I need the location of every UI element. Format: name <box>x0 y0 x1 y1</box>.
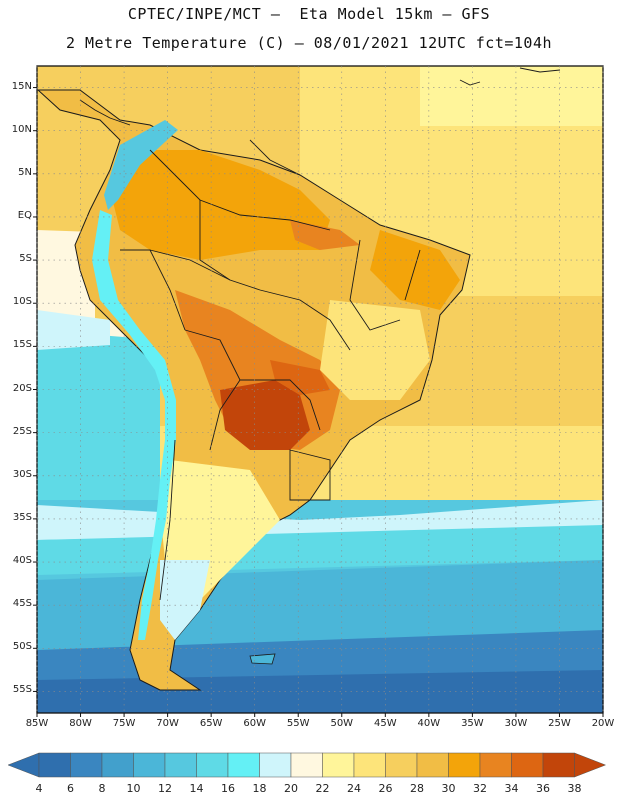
colorbar-swatch <box>290 752 323 778</box>
lat-label: 35S <box>12 511 32 523</box>
lon-label: 55W <box>286 718 310 729</box>
colorbar-swatch <box>416 752 449 778</box>
colorbar-swatch <box>259 752 292 778</box>
colorbar-arrow-right <box>574 752 607 778</box>
colorbar-swatch <box>70 752 103 778</box>
lat-label: 5N <box>18 166 32 178</box>
colorbar-label: 14 <box>189 782 204 795</box>
lon-label: 20W <box>591 718 615 729</box>
colorbar-label: 22 <box>315 782 330 795</box>
colorbar-swatch <box>511 752 544 778</box>
colorbar-arrow-left <box>7 752 40 778</box>
lon-label: 25W <box>548 718 571 729</box>
colorbar-swatch <box>479 752 512 778</box>
lat-label: 5S <box>19 253 32 265</box>
colorbar-label: 12 <box>158 782 172 795</box>
colorbar-swatch <box>353 752 386 778</box>
lon-label: 75W <box>112 718 136 729</box>
colorbar-swatch <box>38 752 71 778</box>
temperature-field <box>37 66 603 713</box>
chart-title-line1: CPTEC/INPE/MCT – Eta Model 15km – GFS <box>127 5 491 23</box>
colorbar-swatch <box>385 752 418 778</box>
colorbar <box>7 752 607 778</box>
colorbar-label: 24 <box>347 782 361 795</box>
lon-label: 85W <box>25 718 49 729</box>
lat-label: EQ <box>17 209 32 221</box>
lat-label: 15S <box>12 339 32 351</box>
lon-label: 45W <box>373 718 397 729</box>
colorbar-label: 38 <box>567 782 582 795</box>
graticule <box>33 66 604 717</box>
lat-label: 10S <box>12 296 32 308</box>
colorbar-swatch <box>448 752 481 778</box>
colorbar-label: 30 <box>441 782 456 795</box>
lat-label: 45S <box>12 598 32 610</box>
colorbar-label: 18 <box>252 782 267 795</box>
lon-label: 50W <box>330 718 354 729</box>
lon-label: 40W <box>417 718 441 729</box>
colorbar-label: 6 <box>67 782 74 795</box>
colorbar-label: 34 <box>504 782 519 795</box>
colorbar-label: 4 <box>35 782 43 795</box>
lat-label: 25S <box>12 425 32 437</box>
colorbar-swatch <box>164 752 197 778</box>
lon-label: 60W <box>243 718 266 729</box>
colorbar-label: 10 <box>126 782 141 795</box>
colorbar-swatch <box>133 752 166 778</box>
colorbar-label: 36 <box>536 782 550 795</box>
colorbar-swatch <box>542 752 575 778</box>
colorbar-label: 16 <box>221 782 235 795</box>
lat-label: 50S <box>12 641 32 653</box>
lat-label: 20S <box>12 382 32 394</box>
lon-label: 35W <box>461 718 484 729</box>
lat-label: 15N <box>11 80 32 92</box>
colorbar-swatch <box>101 752 134 778</box>
colorbar-swatch <box>322 752 355 778</box>
colorbar-label: 26 <box>378 782 393 795</box>
lat-label: 55S <box>12 684 32 696</box>
lon-label: 70W <box>156 718 179 729</box>
colorbar-label: 20 <box>284 782 298 795</box>
colorbar-label: 32 <box>473 782 487 795</box>
colorbar-label: 8 <box>98 782 106 795</box>
lat-label: 30S <box>12 468 32 480</box>
lon-label: 65W <box>199 718 223 729</box>
lon-label: 30W <box>504 718 528 729</box>
lat-label: 40S <box>12 555 32 567</box>
colorbar-label: 28 <box>410 782 424 795</box>
colorbar-swatch <box>196 752 229 778</box>
lat-label: 10N <box>11 123 32 135</box>
chart-title-line2: 2 Metre Temperature (C) – 08/01/2021 12U… <box>65 34 553 52</box>
lon-label: 80W <box>69 718 92 729</box>
colorbar-swatch <box>227 752 260 778</box>
